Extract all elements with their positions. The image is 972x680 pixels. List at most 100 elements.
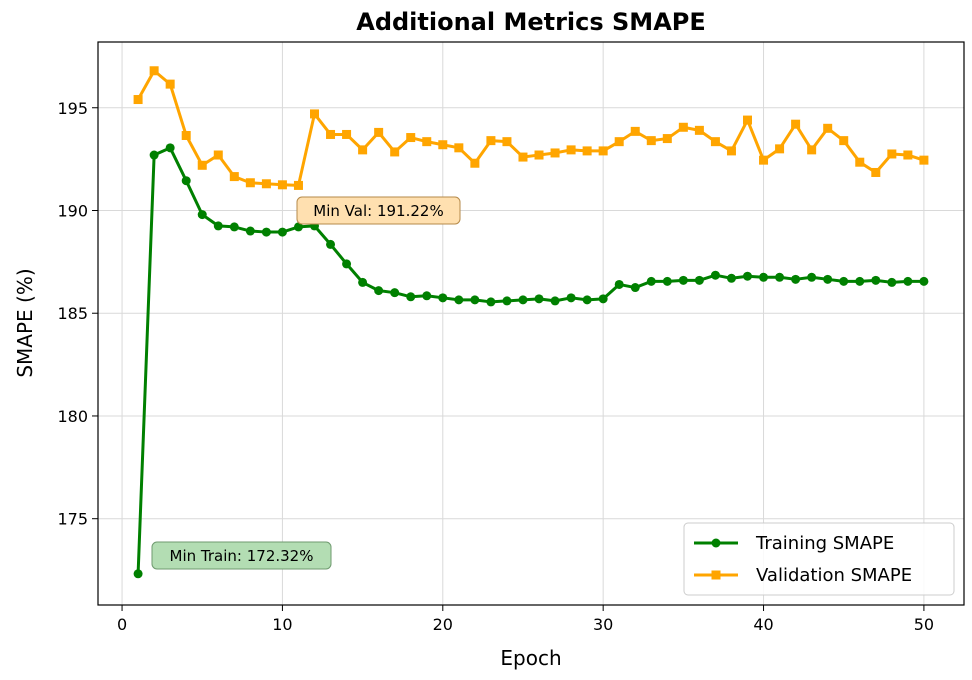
data-point: [454, 143, 464, 153]
data-point: [919, 155, 929, 165]
data-point: [566, 145, 576, 155]
x-tick-label: 40: [753, 615, 773, 634]
legend-entry: Training SMAPE: [694, 533, 894, 554]
data-point: [245, 226, 255, 236]
data-point: [694, 275, 704, 285]
data-point: [261, 179, 271, 189]
data-point: [518, 152, 528, 162]
data-point: [903, 150, 913, 160]
data-point: [277, 227, 287, 237]
x-tick-label: 50: [914, 615, 934, 634]
data-point: [710, 137, 720, 147]
annotation-box: [151, 541, 332, 570]
data-point: [358, 277, 368, 287]
data-point: [197, 160, 207, 170]
x-tick-label: 20: [433, 615, 453, 634]
series-training: [133, 143, 929, 579]
data-point: [646, 276, 656, 286]
y-axis-ticks: 175 180 185 190 195: [57, 99, 98, 529]
data-point: [791, 274, 801, 284]
data-point: [919, 276, 929, 286]
data-point: [534, 294, 544, 304]
data-point: [293, 180, 303, 190]
data-point: [582, 146, 592, 156]
data-point: [694, 125, 704, 135]
data-point: [855, 157, 865, 167]
data-point: [310, 109, 319, 119]
data-point: [550, 296, 560, 306]
legend: Training SMAPE Validation SMAPE: [683, 522, 955, 596]
data-point: [759, 272, 769, 282]
data-point: [358, 145, 368, 155]
data-point: [438, 293, 448, 303]
data-point: [149, 66, 159, 76]
data-point: [614, 279, 624, 289]
data-point: [678, 122, 688, 132]
data-point: [743, 271, 752, 281]
data-point: [502, 137, 512, 147]
data-point: [293, 222, 303, 232]
data-point: [598, 146, 608, 156]
data-point: [582, 295, 592, 305]
annotation-box: [296, 196, 461, 225]
x-axis-ticks: 0 10 20 30 40 50: [117, 605, 934, 634]
data-point: [486, 297, 496, 307]
data-point: [630, 283, 640, 293]
data-point: [710, 270, 720, 280]
x-tick-label: 30: [593, 615, 613, 634]
grid-lines: [98, 42, 964, 605]
annotations: Min Val: 191.22% Min Train: 172.32%: [151, 196, 461, 570]
data-point: [823, 274, 833, 284]
data-point: [406, 292, 416, 302]
data-point: [726, 146, 736, 156]
data-point: [181, 176, 191, 186]
data-point: [422, 137, 432, 147]
data-point: [149, 150, 159, 160]
data-point: [839, 136, 849, 146]
data-point: [229, 222, 239, 232]
annotation-text: Min Val: 191.22%: [313, 202, 443, 220]
data-point: [342, 129, 352, 139]
data-point: [855, 276, 865, 286]
data-point: [438, 140, 448, 150]
data-point: [261, 227, 271, 237]
data-point: [887, 149, 897, 159]
data-point: [743, 115, 752, 125]
series-validation: [133, 66, 929, 190]
data-point: [871, 275, 881, 285]
y-axis-label: SMAPE (%): [13, 268, 37, 377]
data-point: [726, 273, 736, 283]
data-point: [630, 126, 640, 136]
data-point: [133, 569, 143, 579]
data-point: [614, 137, 624, 147]
x-axis-label: Epoch: [500, 646, 561, 670]
data-point: [775, 144, 785, 154]
data-point: [534, 150, 544, 160]
data-point: [871, 167, 881, 177]
data-point: [213, 221, 223, 231]
legend-box: [683, 522, 955, 596]
data-point: [181, 130, 191, 140]
data-point: [903, 276, 913, 286]
series-layer: [133, 66, 929, 579]
data-point: [165, 143, 175, 153]
legend-swatch-marker: [711, 538, 721, 548]
data-point: [422, 291, 432, 301]
data-point: [662, 276, 672, 286]
data-point: [326, 239, 336, 249]
min-val-annotation: Min Val: 191.22%: [296, 196, 461, 225]
data-point: [374, 286, 384, 296]
data-point: [374, 127, 384, 137]
data-point: [839, 276, 849, 286]
plot-frame: [97, 41, 965, 606]
data-point: [678, 275, 688, 285]
data-point: [245, 178, 255, 188]
data-point: [454, 295, 464, 305]
data-point: [406, 133, 416, 143]
data-point: [326, 129, 336, 139]
legend-label: Validation SMAPE: [756, 565, 912, 586]
legend-swatch-marker: [711, 570, 721, 580]
x-tick-label: 10: [272, 615, 292, 634]
x-tick-label: 0: [117, 615, 127, 634]
